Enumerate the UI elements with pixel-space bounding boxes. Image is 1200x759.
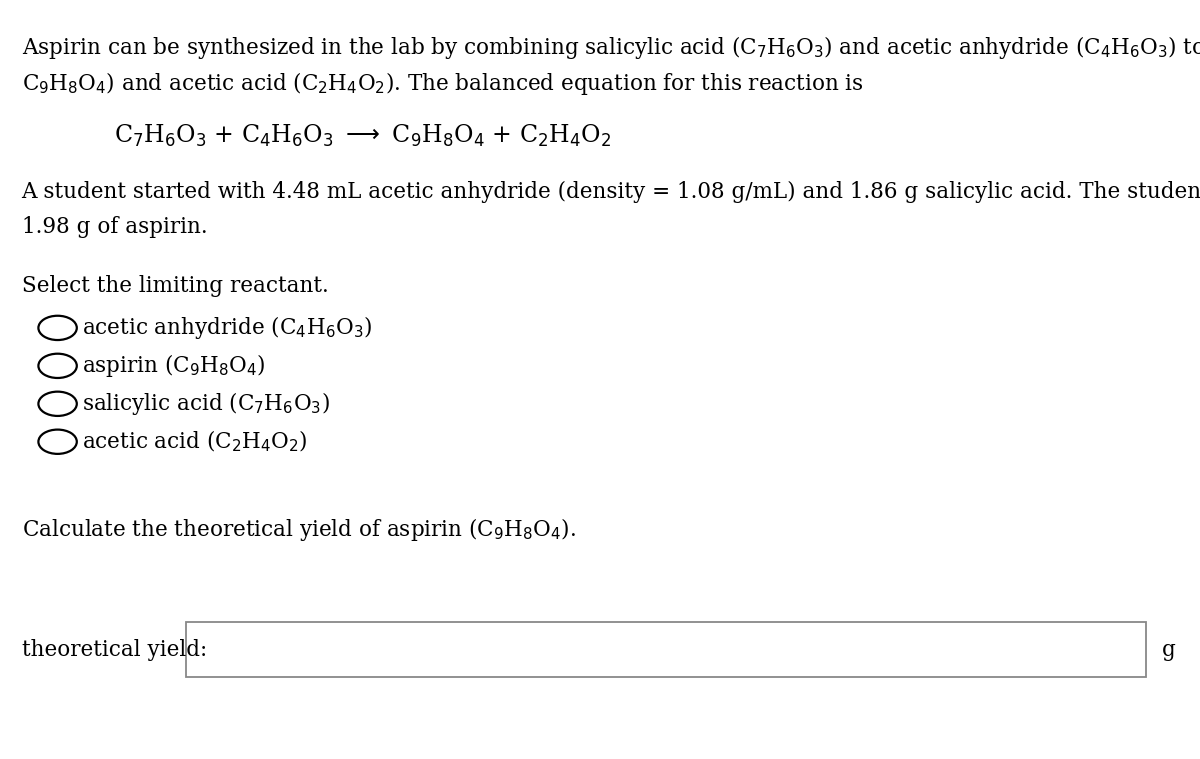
Text: Select the limiting reactant.: Select the limiting reactant. (22, 275, 329, 297)
Text: acetic acid (C$_2$H$_4$O$_2$): acetic acid (C$_2$H$_4$O$_2$) (82, 429, 307, 455)
Text: C$_9$H$_8$O$_4$) and acetic acid (C$_2$H$_4$O$_2$). The balanced equation for th: C$_9$H$_8$O$_4$) and acetic acid (C$_2$H… (22, 70, 864, 97)
Text: 1.98 g of aspirin.: 1.98 g of aspirin. (22, 216, 208, 238)
Text: Aspirin can be synthesized in the lab by combining salicylic acid (C$_7$H$_6$O$_: Aspirin can be synthesized in the lab by… (22, 34, 1200, 61)
Text: aspirin (C$_9$H$_8$O$_4$): aspirin (C$_9$H$_8$O$_4$) (82, 352, 265, 380)
Text: salicylic acid (C$_7$H$_6$O$_3$): salicylic acid (C$_7$H$_6$O$_3$) (82, 390, 330, 417)
Text: C$_7$H$_6$O$_3$ + C$_4$H$_6$O$_3$ $\longrightarrow$ C$_9$H$_8$O$_4$ + C$_2$H$_4$: C$_7$H$_6$O$_3$ + C$_4$H$_6$O$_3$ $\long… (114, 123, 611, 150)
Text: acetic anhydride (C$_4$H$_6$O$_3$): acetic anhydride (C$_4$H$_6$O$_3$) (82, 314, 372, 342)
Text: Calculate the theoretical yield of aspirin (C$_9$H$_8$O$_4$).: Calculate the theoretical yield of aspir… (22, 516, 576, 543)
Text: A student started with 4.48 mL acetic anhydride (density = 1.08 g/mL) and 1.86 g: A student started with 4.48 mL acetic an… (22, 181, 1200, 203)
Text: theoretical yield:: theoretical yield: (22, 639, 206, 660)
FancyBboxPatch shape (186, 622, 1146, 677)
Text: g: g (1162, 639, 1176, 660)
